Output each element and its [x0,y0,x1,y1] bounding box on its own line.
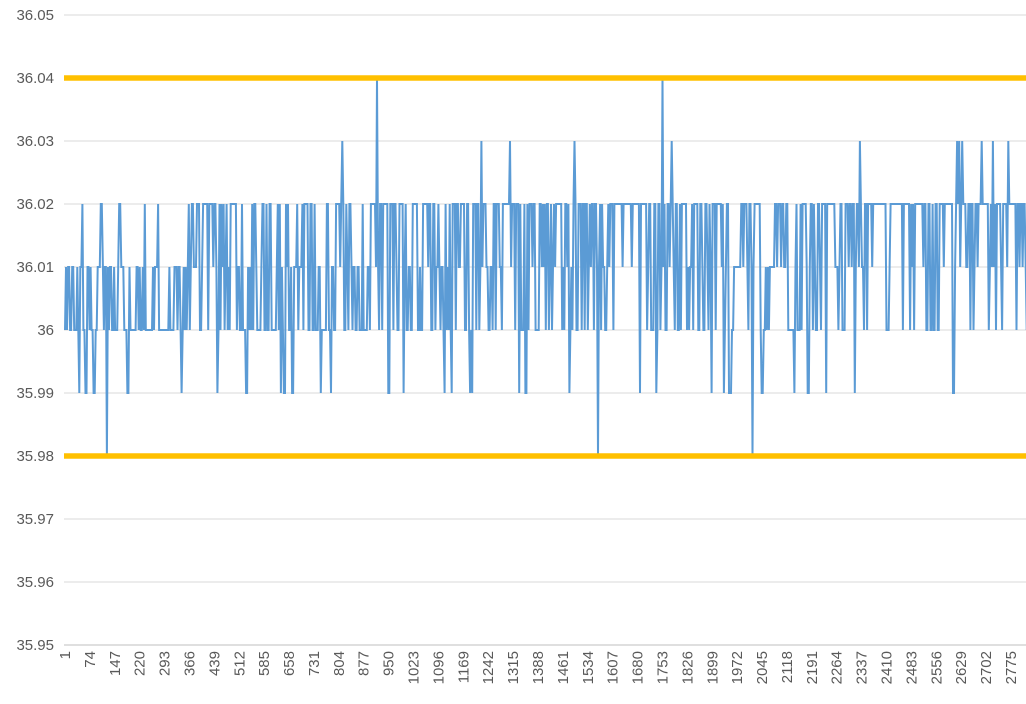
x-axis-tick-label: 293 [157,651,174,676]
x-axis-tick-label: 1607 [605,651,622,684]
x-axis-tick-label: 74 [82,651,99,668]
x-axis-tick-label: 1388 [530,651,547,684]
x-axis-tick-label: 1972 [729,651,746,684]
x-axis-tick-label: 439 [206,651,223,676]
x-axis-tick-label: 1242 [480,651,497,684]
x-axis-tick-label: 1096 [430,651,447,684]
x-axis-tick-labels: 1 74 147 220 293 366 439 512 585 658 731 804 877 950 1… [57,651,1020,684]
y-axis-tick-label: 35.95 [16,637,54,654]
x-axis-tick-label: 2410 [879,651,896,684]
x-axis-tick-label: 1023 [406,651,423,684]
x-axis-tick-label: 804 [331,651,348,676]
x-axis-tick-label: 1 [57,651,74,659]
x-axis-tick-label: 1534 [580,651,597,684]
x-axis-tick-label: 1899 [704,651,721,684]
y-axis-tick-label: 36.01 [16,259,54,276]
x-axis-tick-label: 1169 [455,651,472,683]
x-axis-tick-label: 585 [256,651,273,676]
y-axis-tick-label: 36.04 [16,70,54,87]
y-axis-tick-label: 36.05 [16,7,54,24]
x-axis-tick-label: 2118 [779,651,796,683]
y-axis-tick-label: 35.98 [16,448,54,465]
x-axis-tick-label: 950 [381,651,398,676]
x-axis-tick-label: 1826 [679,651,696,684]
x-axis-tick-label: 2629 [953,651,970,684]
x-axis-tick-label: 2191 [804,651,821,684]
x-axis-tick-label: 1680 [630,651,647,684]
x-axis-tick-label: 731 [306,651,323,676]
x-axis-tick-label: 2045 [754,651,771,684]
x-axis-tick-label: 147 [107,651,124,676]
y-axis-tick-label: 35.99 [16,385,54,402]
x-axis-tick-label: 658 [281,651,298,676]
measurement-series [64,77,1026,457]
x-axis-tick-label: 2556 [928,651,945,684]
x-axis-tick-label: 2483 [903,651,920,684]
x-axis-tick-label: 220 [132,651,149,676]
x-axis-tick-label: 1315 [505,651,522,684]
x-axis-tick-label: 2264 [829,651,846,684]
y-axis-tick-label: 36.03 [16,133,54,150]
x-axis-tick-label: 1753 [655,651,672,684]
x-axis-tick-label: 1461 [555,651,572,684]
x-axis-tick-label: 2337 [854,651,871,684]
y-axis-tick-label: 36.02 [16,196,54,213]
x-axis-tick-label: 2702 [978,651,995,684]
y-axis-tick-label: 35.97 [16,511,54,528]
y-axis-tick-label: 36 [37,322,54,339]
y-axis-tick-labels: 36.05 36.04 36.03 36.02 36.01 36 35.99 35.98 35.… [16,7,54,654]
x-axis-tick-label: 512 [231,651,248,676]
x-axis-tick-label: 366 [182,651,199,676]
x-axis-tick-label: 2775 [1003,651,1020,684]
x-axis-tick-label: 877 [356,651,373,676]
y-axis-tick-label: 35.96 [16,574,54,591]
